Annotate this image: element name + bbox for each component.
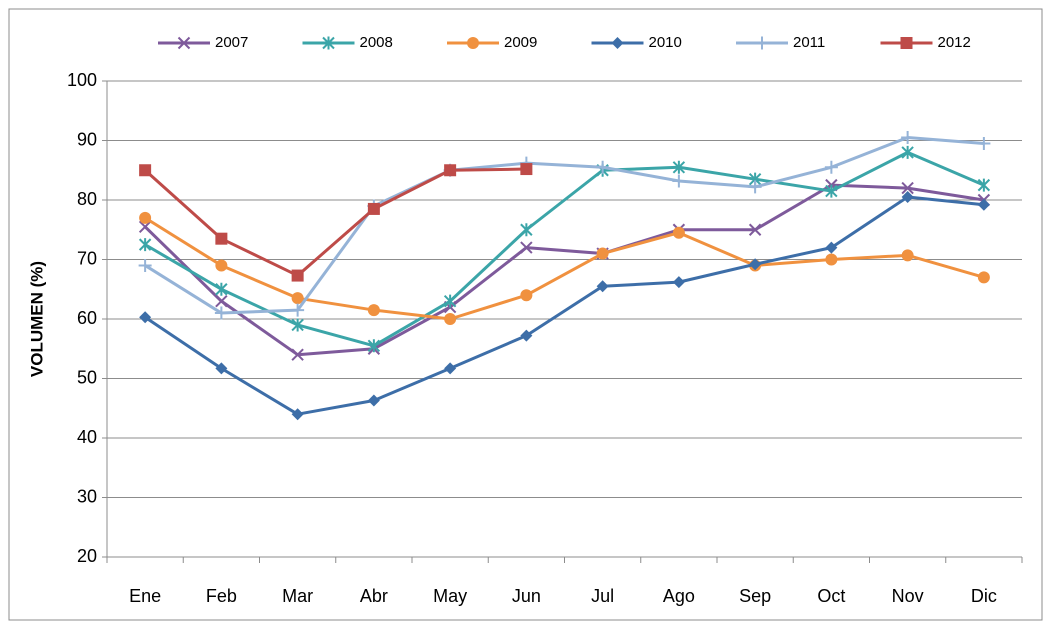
x-tick-label: Nov	[892, 586, 924, 606]
marker	[825, 253, 838, 266]
marker	[611, 37, 624, 49]
marker	[825, 184, 838, 198]
y-tick-label: 40	[77, 427, 97, 447]
marker	[672, 226, 685, 239]
marker	[672, 174, 686, 188]
marker	[444, 313, 457, 325]
marker	[367, 339, 381, 353]
marker	[139, 164, 152, 177]
series-line	[144, 136, 984, 315]
series-line	[144, 150, 985, 348]
marker	[672, 276, 685, 289]
legend-label: 2010	[649, 34, 682, 51]
marker	[901, 131, 915, 145]
y-tick-label: 90	[77, 129, 97, 149]
x-tick-label: Mar	[282, 586, 313, 606]
x-tick-label: Sep	[739, 586, 771, 606]
marker	[467, 37, 479, 49]
marker	[215, 282, 228, 296]
marker	[825, 241, 838, 254]
marker	[215, 362, 228, 375]
marker	[901, 191, 914, 204]
x-tick-label: Ago	[663, 586, 695, 606]
y-axis-label: VOLUMEN (%)	[27, 261, 46, 377]
marker	[322, 36, 335, 50]
marker	[443, 294, 457, 308]
marker	[215, 259, 228, 272]
marker	[748, 223, 762, 236]
legend-label: 2009	[504, 34, 537, 51]
marker	[755, 36, 769, 50]
y-tick-label: 30	[77, 486, 97, 506]
y-tick-label: 20	[77, 546, 97, 566]
x-tick-label: May	[433, 586, 467, 606]
marker	[672, 160, 686, 174]
series-line	[144, 216, 985, 321]
marker	[596, 160, 610, 174]
marker	[367, 304, 380, 317]
y-tick-label: 70	[77, 248, 97, 268]
marker	[977, 136, 991, 150]
marker	[900, 37, 913, 49]
marker	[596, 280, 609, 293]
marker	[139, 211, 152, 224]
marker	[444, 164, 457, 177]
y-tick-label: 50	[77, 367, 97, 387]
marker	[901, 249, 914, 262]
marker	[520, 163, 533, 176]
x-tick-label: Abr	[360, 586, 388, 606]
marker	[177, 36, 191, 50]
marker	[977, 198, 990, 211]
marker	[520, 329, 533, 342]
series-line	[144, 167, 527, 278]
marker	[901, 181, 914, 195]
marker	[291, 292, 304, 305]
marker	[520, 241, 533, 254]
marker	[977, 271, 990, 284]
marker	[749, 258, 762, 271]
legend-label: 2012	[938, 34, 971, 51]
y-tick-label: 100	[67, 70, 97, 90]
marker	[977, 178, 991, 192]
marker	[139, 311, 152, 324]
x-tick-label: Ene	[129, 586, 161, 606]
series-line	[144, 195, 985, 416]
marker	[214, 306, 228, 320]
marker	[444, 362, 457, 375]
marker	[824, 160, 838, 174]
marker	[901, 145, 914, 159]
chart-border	[8, 8, 1043, 621]
x-tick-label: Jun	[512, 586, 541, 606]
marker	[596, 247, 609, 260]
x-tick-label: Feb	[206, 586, 237, 606]
marker	[748, 180, 762, 194]
marker	[138, 238, 152, 252]
y-tick-label: 80	[77, 189, 97, 209]
y-tick-label: 60	[77, 308, 97, 328]
marker	[367, 394, 380, 407]
legend-label: 2008	[360, 34, 393, 51]
marker	[520, 223, 533, 237]
x-tick-label: Dic	[971, 586, 997, 606]
marker	[138, 258, 152, 272]
marker	[215, 232, 228, 245]
marker	[291, 408, 304, 421]
marker	[367, 202, 380, 215]
marker	[138, 220, 152, 233]
marker	[291, 303, 305, 317]
legend-label: 2011	[793, 34, 825, 51]
marker	[291, 318, 304, 332]
marker	[215, 294, 228, 308]
x-tick-label: Jul	[591, 586, 614, 606]
marker	[291, 269, 304, 282]
marker	[520, 289, 533, 302]
marker	[291, 348, 304, 361]
x-tick-label: Oct	[817, 586, 845, 606]
legend-label: 2007	[215, 34, 248, 51]
